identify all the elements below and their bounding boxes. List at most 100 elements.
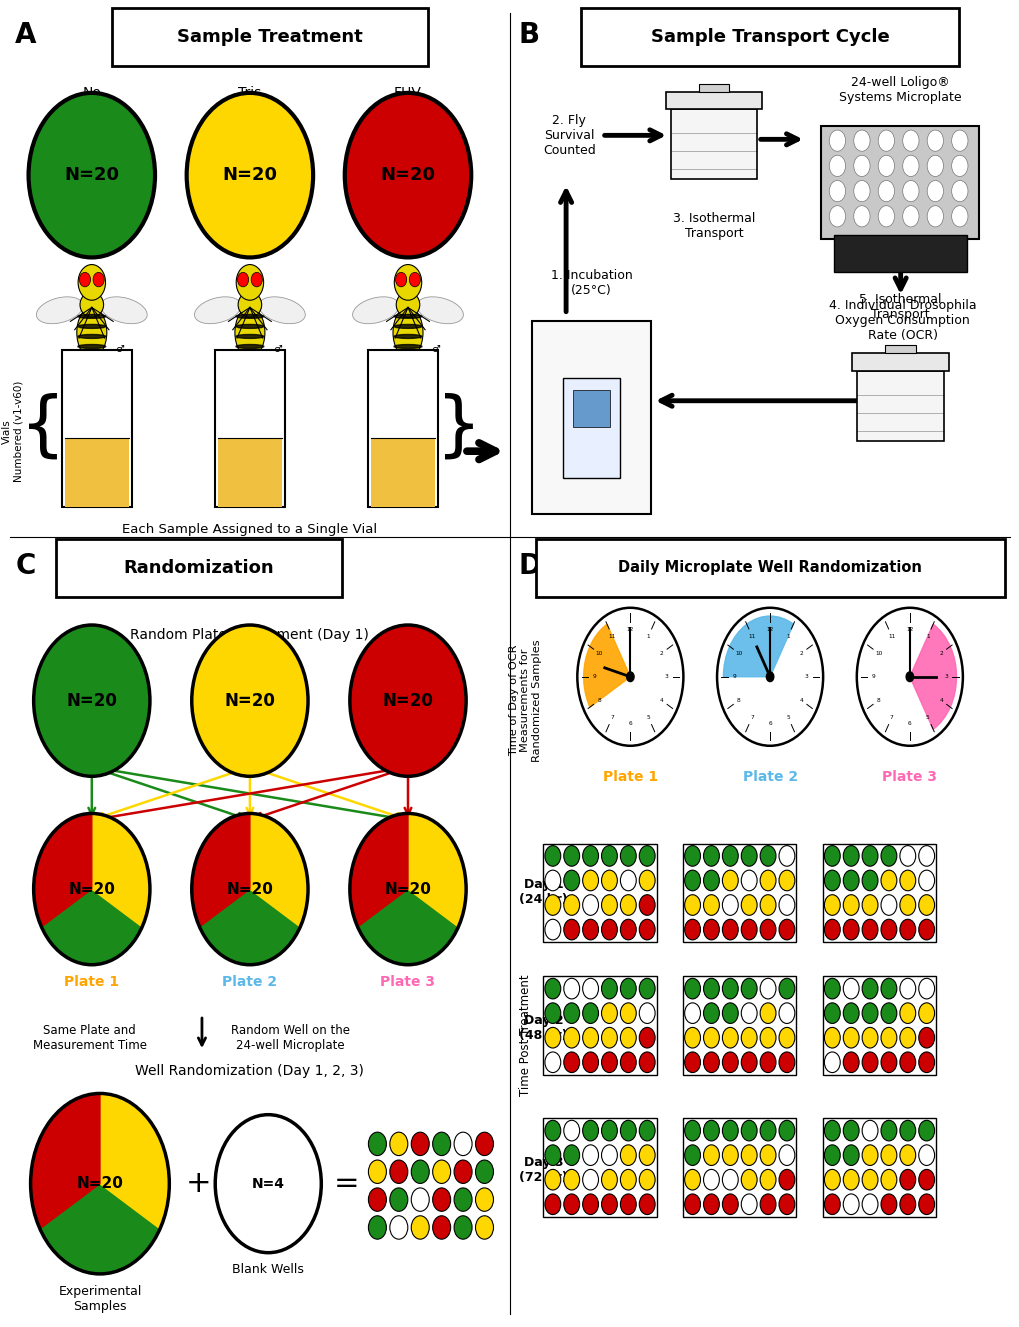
Text: 2: 2 bbox=[938, 650, 942, 656]
Wedge shape bbox=[909, 624, 956, 730]
Circle shape bbox=[899, 920, 915, 940]
Circle shape bbox=[564, 845, 579, 867]
Text: 12: 12 bbox=[905, 628, 913, 633]
Circle shape bbox=[861, 1027, 877, 1048]
Circle shape bbox=[741, 1169, 756, 1190]
Bar bbox=[664, 92, 761, 109]
Text: 8: 8 bbox=[597, 698, 600, 703]
Ellipse shape bbox=[195, 297, 240, 324]
Ellipse shape bbox=[77, 325, 106, 328]
Circle shape bbox=[601, 845, 616, 867]
Circle shape bbox=[880, 1145, 896, 1165]
Text: N=20: N=20 bbox=[226, 881, 273, 897]
Circle shape bbox=[741, 1052, 756, 1072]
Circle shape bbox=[861, 871, 877, 890]
Text: 2: 2 bbox=[799, 650, 802, 656]
Text: FHV
Injection: FHV Injection bbox=[378, 86, 437, 117]
Circle shape bbox=[564, 1194, 579, 1214]
Circle shape bbox=[192, 625, 308, 776]
Text: 10: 10 bbox=[735, 650, 742, 656]
Circle shape bbox=[582, 920, 598, 940]
Circle shape bbox=[703, 978, 718, 999]
Circle shape bbox=[703, 1027, 718, 1048]
Text: 1: 1 bbox=[646, 633, 649, 638]
Circle shape bbox=[741, 1120, 756, 1141]
Circle shape bbox=[544, 1169, 560, 1190]
Circle shape bbox=[639, 1052, 654, 1072]
Circle shape bbox=[639, 920, 654, 940]
Circle shape bbox=[853, 130, 869, 151]
Bar bbox=[822, 844, 935, 942]
Circle shape bbox=[389, 1216, 408, 1239]
Ellipse shape bbox=[235, 334, 264, 338]
Circle shape bbox=[918, 1145, 933, 1165]
Wedge shape bbox=[42, 889, 142, 965]
Ellipse shape bbox=[79, 292, 104, 317]
Circle shape bbox=[582, 1145, 598, 1165]
Circle shape bbox=[601, 1052, 616, 1072]
Circle shape bbox=[899, 978, 915, 999]
Circle shape bbox=[759, 1027, 775, 1048]
Circle shape bbox=[880, 894, 896, 916]
Circle shape bbox=[703, 920, 718, 940]
Circle shape bbox=[779, 845, 794, 867]
Circle shape bbox=[779, 1027, 794, 1048]
Circle shape bbox=[880, 845, 896, 867]
Circle shape bbox=[759, 978, 775, 999]
Circle shape bbox=[759, 1120, 775, 1141]
Text: 6: 6 bbox=[767, 721, 771, 726]
Circle shape bbox=[861, 1120, 877, 1141]
Circle shape bbox=[861, 845, 877, 867]
Circle shape bbox=[582, 1052, 598, 1072]
Text: 11: 11 bbox=[748, 633, 755, 638]
FancyBboxPatch shape bbox=[56, 539, 341, 597]
Text: Day 2
(48 hr): Day 2 (48 hr) bbox=[519, 1014, 568, 1043]
Bar bbox=[562, 378, 620, 478]
Circle shape bbox=[843, 1120, 858, 1141]
Text: }: } bbox=[436, 393, 481, 462]
Circle shape bbox=[880, 978, 896, 999]
Circle shape bbox=[601, 1120, 616, 1141]
Text: Time Post Treatment: Time Post Treatment bbox=[519, 974, 531, 1096]
Circle shape bbox=[639, 1169, 654, 1190]
Circle shape bbox=[475, 1132, 493, 1156]
Circle shape bbox=[368, 1216, 386, 1239]
Circle shape bbox=[880, 1052, 896, 1072]
Bar bbox=[371, 438, 434, 507]
Circle shape bbox=[877, 180, 894, 202]
Circle shape bbox=[741, 920, 756, 940]
Circle shape bbox=[93, 272, 104, 287]
Text: =: = bbox=[333, 1169, 360, 1198]
Circle shape bbox=[582, 871, 598, 890]
Wedge shape bbox=[250, 813, 308, 926]
Circle shape bbox=[721, 1027, 738, 1048]
Text: 9: 9 bbox=[732, 674, 735, 679]
Circle shape bbox=[684, 1194, 700, 1214]
Circle shape bbox=[721, 894, 738, 916]
FancyBboxPatch shape bbox=[581, 8, 958, 66]
Text: 1: 1 bbox=[925, 633, 928, 638]
Circle shape bbox=[918, 1120, 933, 1141]
Text: Same Plate and
Measurement Time: Same Plate and Measurement Time bbox=[33, 1024, 147, 1052]
Text: Each Sample Assigned to a Single Vial: Each Sample Assigned to a Single Vial bbox=[122, 523, 377, 536]
Circle shape bbox=[843, 845, 858, 867]
Circle shape bbox=[544, 894, 560, 916]
Circle shape bbox=[741, 1027, 756, 1048]
Circle shape bbox=[823, 894, 840, 916]
Circle shape bbox=[79, 272, 91, 287]
Ellipse shape bbox=[101, 297, 147, 324]
Text: Vials
Numbered (v1-v60): Vials Numbered (v1-v60) bbox=[1, 381, 23, 482]
Circle shape bbox=[432, 1188, 450, 1212]
Circle shape bbox=[856, 608, 962, 746]
Circle shape bbox=[880, 1027, 896, 1048]
Circle shape bbox=[236, 264, 263, 300]
Circle shape bbox=[843, 978, 858, 999]
Text: 2. Fly
Survival
Counted: 2. Fly Survival Counted bbox=[542, 114, 595, 157]
Circle shape bbox=[779, 871, 794, 890]
Circle shape bbox=[861, 978, 877, 999]
Circle shape bbox=[899, 1027, 915, 1048]
Bar bbox=[532, 321, 650, 514]
Circle shape bbox=[861, 1194, 877, 1214]
Circle shape bbox=[926, 180, 943, 202]
Circle shape bbox=[601, 978, 616, 999]
